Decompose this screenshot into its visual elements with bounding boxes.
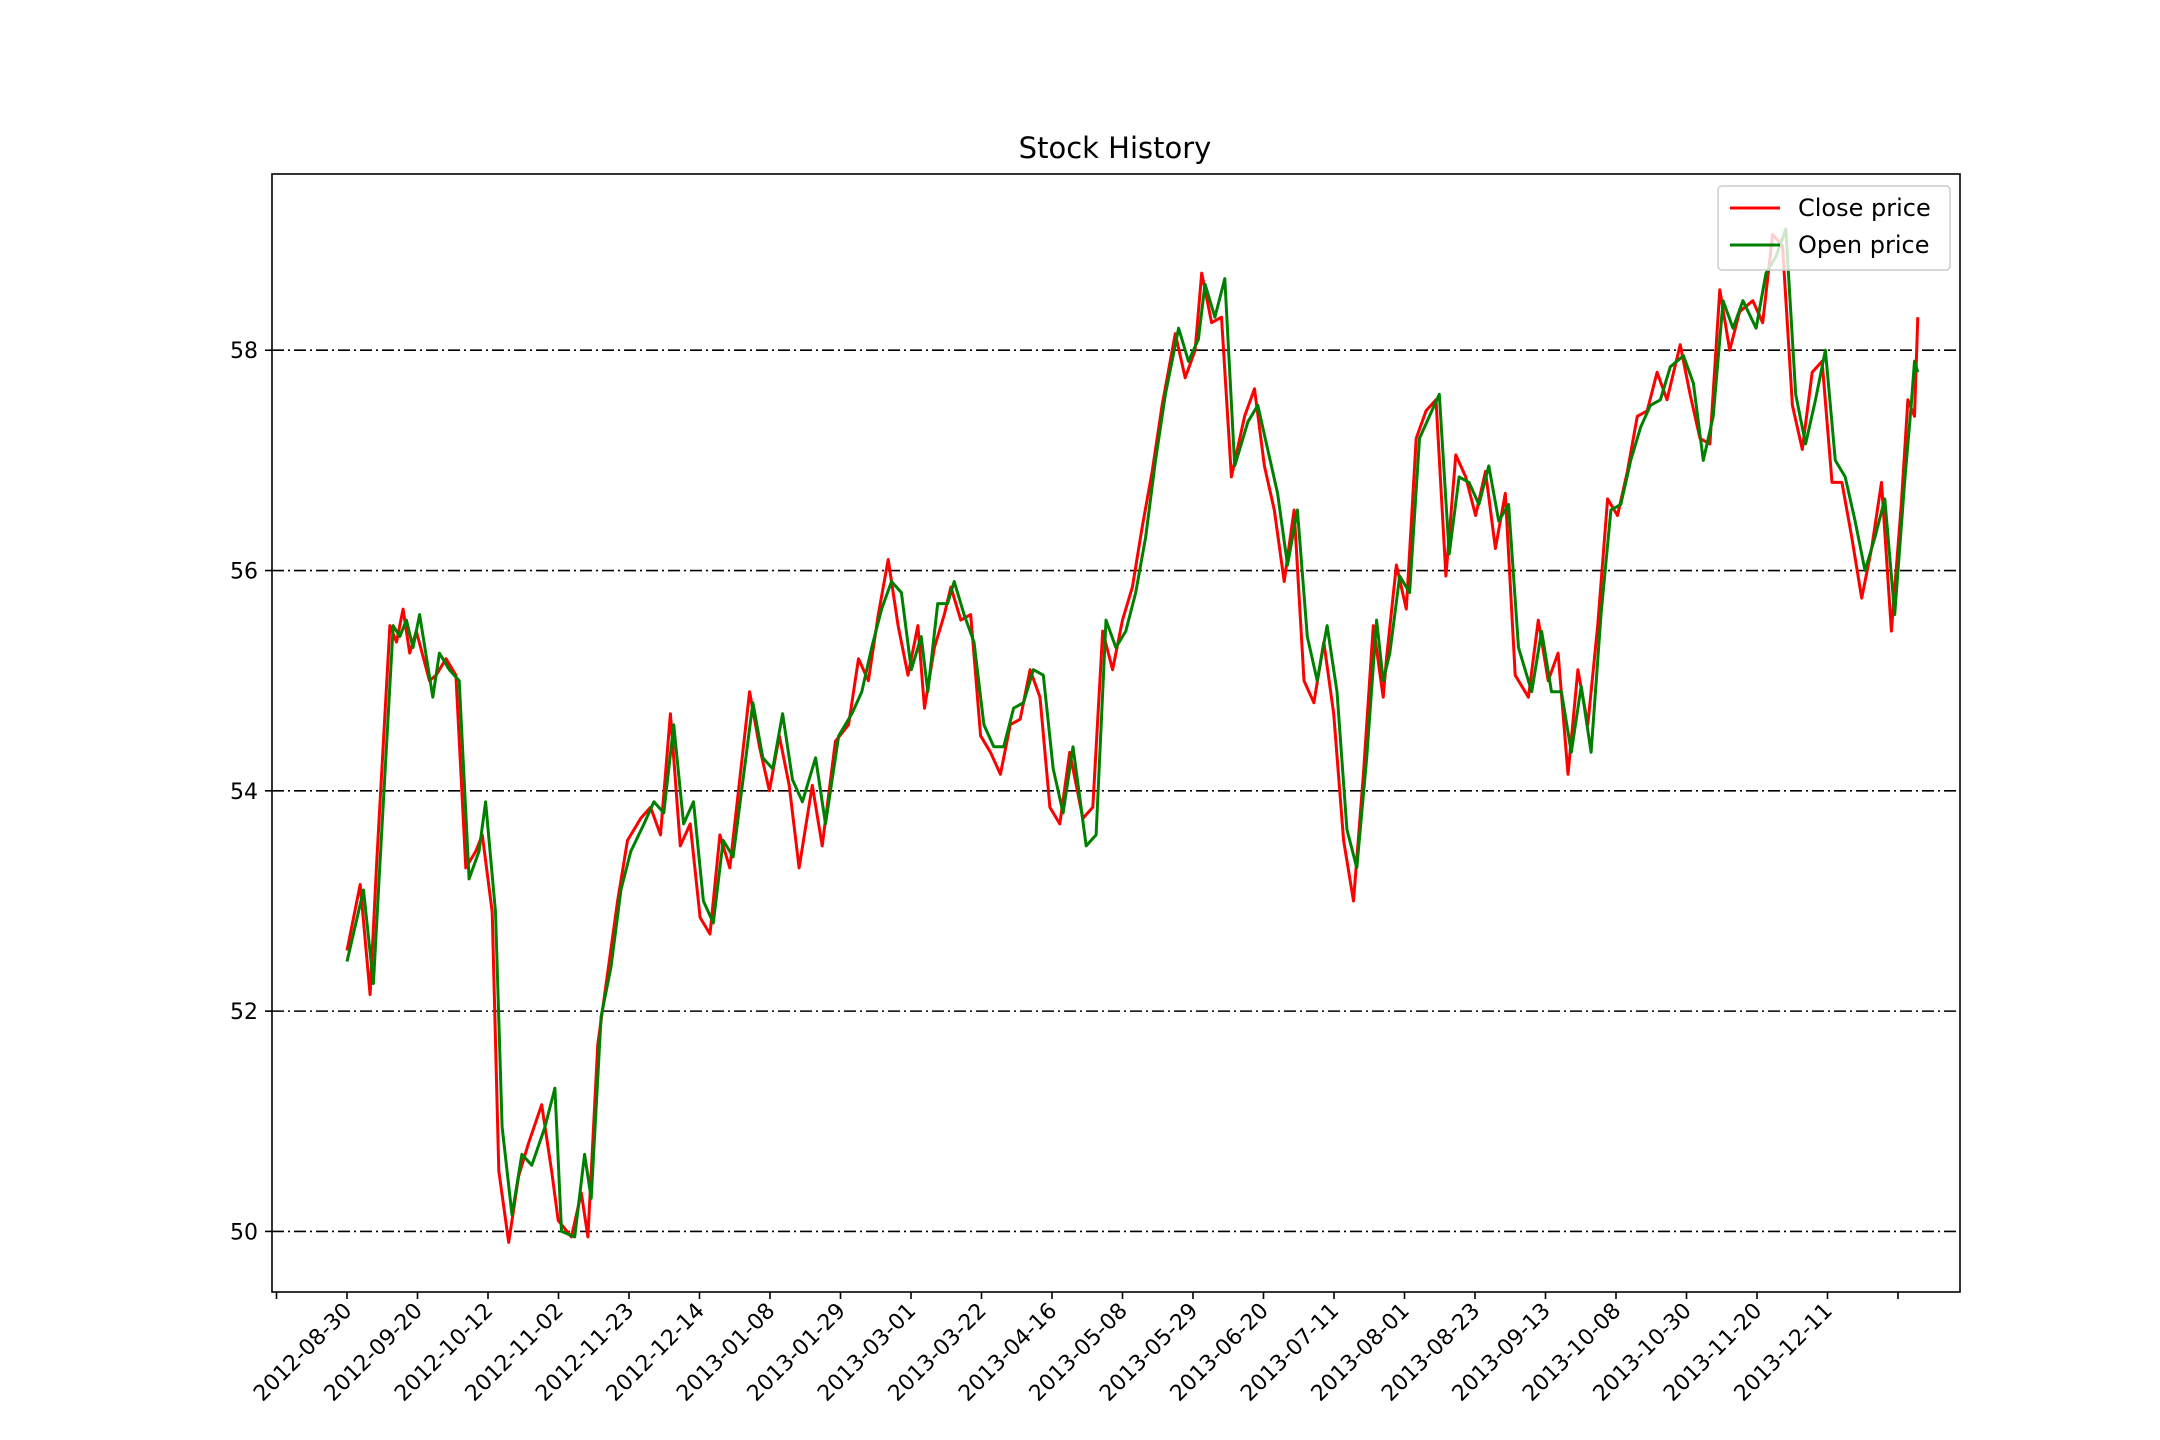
- legend-label: Open price: [1798, 231, 1929, 259]
- y-axis: 50 52 54 56 58: [230, 339, 272, 1245]
- y-tick-label: 58: [230, 339, 258, 364]
- chart-title: Stock History: [1019, 131, 1212, 165]
- y-tick-label: 50: [230, 1220, 258, 1245]
- grid-lines: [272, 349, 1960, 1233]
- plot-frame: [271, 173, 1961, 1293]
- y-tick-label: 54: [230, 780, 258, 805]
- series-line-open-price: [345, 227, 1920, 1239]
- legend-label: Close price: [1798, 194, 1931, 222]
- legend: Close price Open price: [1717, 185, 1951, 271]
- y-tick-label: 56: [230, 560, 258, 585]
- series-lines: [345, 227, 1920, 1244]
- y-tick-label: 52: [230, 1000, 258, 1025]
